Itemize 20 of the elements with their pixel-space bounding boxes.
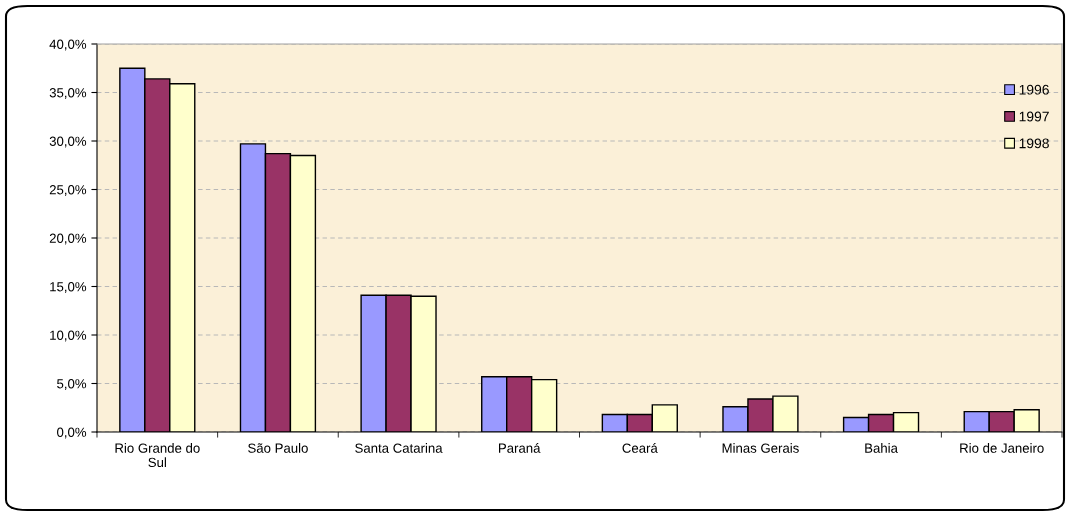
y-tick-label: 15,0% (50, 282, 87, 293)
x-tick-label: Ceará (622, 442, 658, 453)
legend-label: 1996 (1019, 84, 1049, 95)
y-tick-label: 25,0% (49, 185, 87, 196)
x-tick-label: Rio Grande do Sul (115, 443, 200, 468)
y-tick-label: 35,0% (49, 88, 87, 99)
x-tick-label: Rio de Janeiro (960, 443, 1044, 453)
legend-label: 1997 (1019, 111, 1049, 122)
x-tick-label: Bahia (865, 443, 898, 453)
x-tick-label: Paraná (499, 442, 541, 453)
y-tick-label: 0,0% (57, 427, 87, 439)
x-tick-label: São Paulo (248, 443, 308, 453)
y-tick-label: 5,0% (57, 379, 87, 390)
x-tick-label: Santa Catarina (355, 443, 443, 453)
y-tick-label: 20,0% (49, 233, 87, 245)
y-tick-label: 40,0% (49, 39, 87, 51)
legend-label: 1998 (1019, 138, 1049, 149)
y-tick-label: 10,0% (50, 330, 87, 342)
x-tick-label: Minas Gerais (722, 443, 799, 453)
y-tick-label: 30,0% (49, 136, 87, 148)
